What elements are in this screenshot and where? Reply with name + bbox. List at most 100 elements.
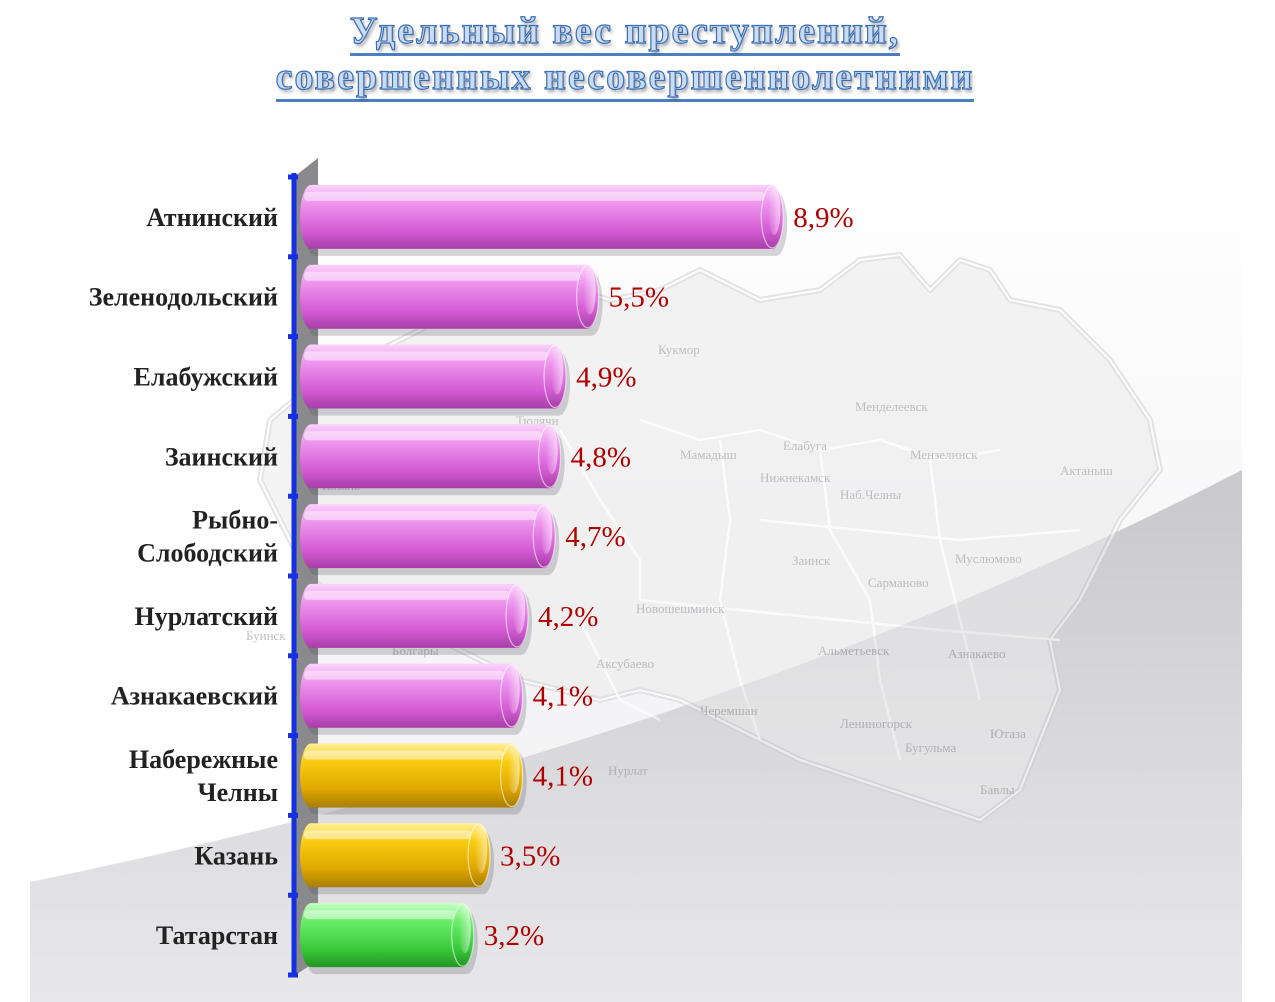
bar-highlight xyxy=(304,511,538,521)
bar xyxy=(300,583,533,655)
data-label: 4,7% xyxy=(565,521,625,553)
bar-cap-shine xyxy=(513,585,526,634)
bar-body xyxy=(300,184,784,249)
category-tick-label: Атнинский xyxy=(146,203,278,232)
bar xyxy=(300,663,527,735)
data-label: 8,9% xyxy=(793,202,853,234)
map-district-border xyxy=(578,619,661,722)
category-tick-label: Елабужский xyxy=(134,363,278,392)
bar-cap-shine xyxy=(475,825,488,874)
map-label: Ютаза xyxy=(990,726,1026,741)
bar-body xyxy=(300,583,529,648)
bar xyxy=(300,264,603,336)
data-label: 4,9% xyxy=(576,362,636,394)
bar-body xyxy=(300,264,599,329)
bar-cap-shine xyxy=(768,186,781,235)
category-tick-label: Рыбно- Слободский xyxy=(137,506,278,568)
map-district-border xyxy=(558,429,642,600)
map-label: Лениногорск xyxy=(840,716,913,731)
chart-title-line-2: совершенных несовершеннолетними xyxy=(275,55,975,102)
map-label: Нижнекамск xyxy=(760,470,831,485)
bar xyxy=(300,184,788,256)
category-tick-label-line: Атнинский xyxy=(146,203,278,232)
map-inner-outline xyxy=(258,253,1162,822)
map-label: Азнакаево xyxy=(948,646,1005,661)
y-axis xyxy=(288,173,298,978)
category-tick-label-line: Елабужский xyxy=(134,363,278,392)
category-tick-label-line: Слободский xyxy=(137,539,278,568)
bar xyxy=(300,823,495,895)
value-labels: 8,9% 5,5% 4,9% 4,8% 4,7% 4,2% 4,1% 4,1% 3,5% 3,2% xyxy=(484,202,854,952)
category-tick-label-line: Азнакаевский xyxy=(111,682,278,711)
bars-group xyxy=(300,184,788,975)
category-tick-label: Зеленодольский xyxy=(89,283,278,312)
category-tick-label-line: Зеленодольский xyxy=(89,283,278,312)
map-label: Сарманово xyxy=(868,575,929,590)
data-label: 3,2% xyxy=(484,920,544,952)
bar-highlight xyxy=(304,750,505,760)
bar-cap-shine xyxy=(507,745,520,794)
bar-body xyxy=(300,504,556,569)
category-tick-label-line: Набережные xyxy=(129,745,278,774)
bar-highlight xyxy=(304,670,505,680)
map-label: Наб.Челны xyxy=(840,487,902,502)
bar xyxy=(300,344,571,416)
map-label: Менделеевск xyxy=(855,399,928,414)
data-label: 5,5% xyxy=(609,282,669,314)
map-label: Тюлячи xyxy=(516,413,559,428)
bar-cap-shine xyxy=(551,346,564,395)
category-labels: Атнинский Зеленодольский Елабужский Заински… xyxy=(89,203,279,950)
map-label: Бугульма xyxy=(905,740,956,755)
map-label: Аксубаево xyxy=(596,656,654,671)
map-district-border xyxy=(818,449,902,761)
map-label: Мамадыш xyxy=(680,447,737,462)
category-tick-label-line: Заинский xyxy=(165,442,278,471)
map-label: Актаныш xyxy=(1060,463,1113,478)
bar-highlight xyxy=(304,191,766,201)
category-tick-label-line: Нурлатский xyxy=(134,602,278,631)
category-tick-label-line: Рыбно- xyxy=(192,506,278,535)
bar-highlight xyxy=(304,431,543,441)
map-district-border xyxy=(928,459,982,701)
map-label: Кукмор xyxy=(658,342,700,357)
map-label: Черемшан xyxy=(700,703,757,718)
map-district-border xyxy=(639,598,1061,642)
map-label: Мензелинск xyxy=(910,447,978,462)
bar xyxy=(300,504,560,576)
chart-title-line-1: Удельный вес преступлений, xyxy=(349,9,901,56)
category-tick-label: Азнакаевский xyxy=(111,682,278,711)
category-tick-label-line: Челны xyxy=(198,778,279,807)
data-label: 3,5% xyxy=(500,840,560,872)
data-label: 4,8% xyxy=(571,441,631,473)
data-label: 4,1% xyxy=(533,681,593,713)
map-label: Елабуга xyxy=(783,438,827,453)
bar-highlight xyxy=(304,590,511,600)
bar-highlight xyxy=(304,830,473,840)
data-label: 4,2% xyxy=(538,601,598,633)
bar-body xyxy=(300,743,523,808)
map-label: Новошешминск xyxy=(636,601,725,616)
chart-title: Удельный вес преступлений, совершенных н… xyxy=(0,8,1250,102)
category-tick-label: Заинский xyxy=(165,442,278,471)
category-tick-label-line: Татарстан xyxy=(156,921,278,950)
bar-highlight xyxy=(304,271,581,281)
map-district-border xyxy=(718,439,762,741)
bar-highlight xyxy=(304,910,456,920)
category-tick-label: Нурлатский xyxy=(134,602,278,631)
bar-body xyxy=(300,903,474,968)
bar xyxy=(300,743,527,815)
bar-cap-shine xyxy=(545,426,558,475)
bar-cap-shine xyxy=(540,506,553,555)
map-label: Заинск xyxy=(792,553,831,568)
bar xyxy=(300,903,478,975)
bar xyxy=(300,424,565,496)
bar-cap-shine xyxy=(583,266,596,315)
map-label: Бавлы xyxy=(980,782,1015,797)
bar-cap-shine xyxy=(507,665,520,714)
map-district-border xyxy=(759,518,1081,542)
map-label: Буинск xyxy=(246,628,286,643)
bar-body xyxy=(300,663,523,728)
bar-highlight xyxy=(304,351,549,361)
data-label: 4,1% xyxy=(533,761,593,793)
